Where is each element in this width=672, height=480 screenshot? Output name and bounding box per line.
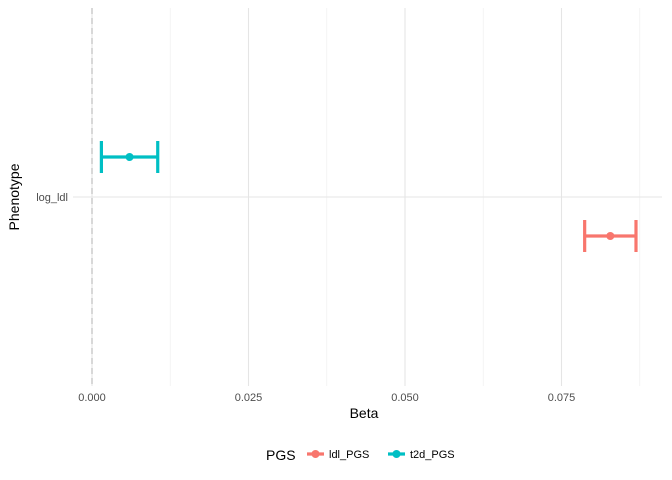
y-tick-labels: log_ldl [36, 192, 68, 204]
series-group [99, 141, 638, 252]
point-ldl_PGS [606, 232, 615, 240]
legend-label: ldl_PGS [329, 449, 369, 461]
series-t2d_PGS [99, 141, 160, 173]
series-ldl_PGS [583, 220, 638, 252]
legend-label: t2d_PGS [410, 449, 455, 461]
y-axis-title: Phenotype [6, 163, 22, 230]
legend-key-point [311, 450, 320, 458]
y-tick-label: log_ldl [36, 192, 68, 204]
legend-key-point [392, 450, 401, 458]
point-t2d_PGS [125, 153, 134, 161]
legend-title: PGS [266, 447, 296, 463]
grid-lines [73, 8, 662, 386]
legend-item-t2d_PGS: t2d_PGS [388, 449, 455, 461]
x-axis-title: Beta [350, 405, 379, 421]
x-tick-label: 0.000 [78, 392, 106, 404]
x-tick-label: 0.075 [548, 392, 576, 404]
legend-item-ldl_PGS: ldl_PGS [307, 449, 369, 461]
x-tick-label: 0.025 [235, 392, 263, 404]
x-tick-labels: 0.000 0.025 0.050 0.075 [78, 392, 575, 404]
legend: PGS ldl_PGS t2d_PGS [266, 447, 455, 463]
x-tick-label: 0.050 [391, 392, 419, 404]
